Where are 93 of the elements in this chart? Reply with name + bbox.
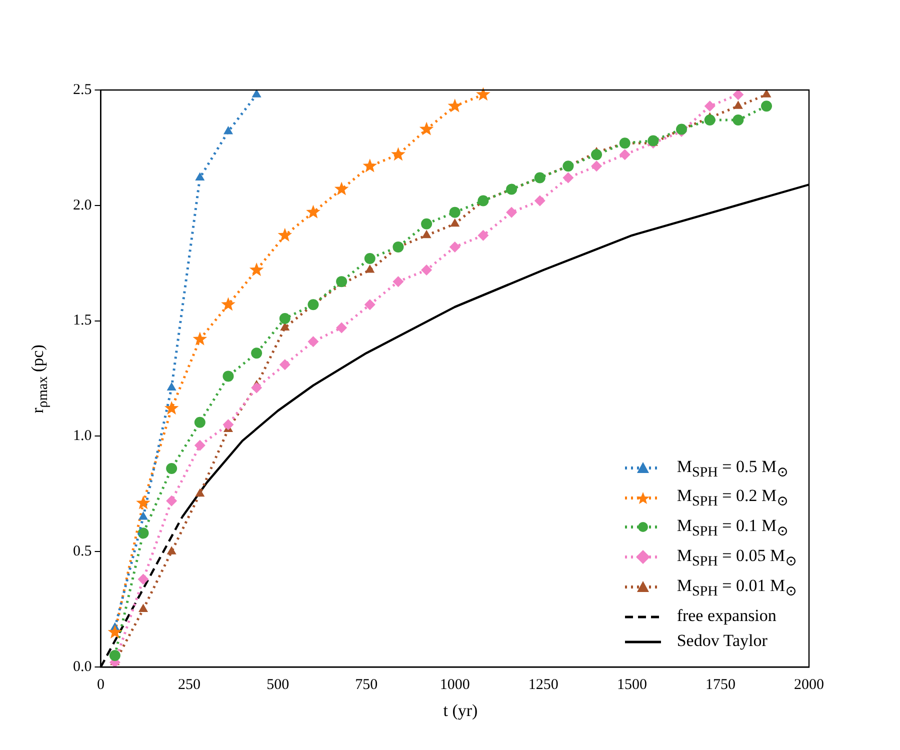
- point: [365, 264, 375, 273]
- point: [506, 184, 518, 195]
- point: [392, 276, 404, 288]
- point: [421, 218, 432, 230]
- point: [364, 252, 376, 264]
- point: [108, 624, 122, 638]
- x-tick-label: 0: [97, 676, 104, 693]
- y-tick-label: 1.5: [73, 312, 92, 329]
- point: [422, 230, 432, 238]
- point: [221, 297, 236, 311]
- y-tick-label: 0.5: [73, 544, 92, 560]
- point: [138, 604, 148, 612]
- point: [138, 574, 149, 585]
- point: [762, 89, 772, 98]
- x-tick-label: 250: [178, 676, 201, 693]
- y-tick-label: 2.0: [73, 197, 92, 214]
- point: [619, 138, 630, 149]
- point: [136, 496, 150, 510]
- point: [223, 126, 233, 134]
- x-tick-label: 1750: [705, 676, 736, 693]
- point: [704, 100, 716, 112]
- x-tick-label: 1000: [440, 676, 470, 693]
- legend-label: free expansion: [676, 606, 776, 625]
- point: [252, 89, 262, 98]
- point: [392, 241, 404, 252]
- point: [534, 172, 546, 184]
- point: [449, 241, 460, 252]
- point: [251, 382, 262, 394]
- x-tick-label: 750: [355, 676, 378, 693]
- legend-label: M$_{SPH}$ = 0.1 M$_{⊙}$: [676, 516, 788, 540]
- point: [279, 312, 290, 324]
- point: [732, 114, 744, 126]
- y-tick-label: 2.5: [73, 82, 92, 98]
- x-tick-label: 1250: [528, 676, 558, 693]
- point: [704, 114, 716, 126]
- y-tick-label: 0.0: [73, 658, 92, 675]
- legend-label: M$_{SPH}$ = 0.01 M$_{⊙}$: [676, 576, 797, 600]
- legend-label: M$_{SPH}$ = 0.5 M$_{⊙}$: [676, 456, 788, 480]
- legend-label: M$_{SPH}$ = 0.2 M$_{⊙}$: [676, 486, 788, 510]
- point: [192, 332, 208, 346]
- point: [138, 511, 148, 520]
- x-tick-label: 1500: [616, 676, 647, 693]
- point: [164, 401, 179, 415]
- point: [306, 204, 320, 218]
- point: [562, 172, 574, 184]
- point: [478, 230, 489, 241]
- point: [308, 336, 319, 348]
- point: [194, 440, 206, 451]
- point: [222, 370, 234, 382]
- point: [222, 419, 234, 430]
- point: [308, 299, 319, 310]
- point: [476, 87, 490, 101]
- point: [195, 488, 205, 497]
- point: [109, 650, 120, 661]
- point: [138, 528, 149, 539]
- point: [194, 416, 206, 428]
- point: [619, 149, 630, 160]
- point: [166, 495, 178, 506]
- point: [591, 149, 602, 160]
- point: [362, 158, 378, 172]
- point: [166, 463, 178, 474]
- point: [421, 264, 432, 276]
- point: [336, 322, 348, 334]
- x-tick-label: 2000: [794, 676, 824, 693]
- point: [478, 195, 489, 206]
- point: [166, 546, 176, 554]
- point: [591, 160, 602, 172]
- x-tick-label: 500: [266, 676, 290, 693]
- point: [391, 147, 406, 161]
- point: [448, 98, 462, 112]
- legend-label: M$_{SPH}$ = 0.05 M$_{⊙}$: [676, 546, 797, 570]
- point: [195, 172, 205, 180]
- x-axis-title: t (yr): [442, 701, 479, 721]
- point: [419, 122, 434, 136]
- point: [249, 262, 264, 276]
- point: [506, 206, 518, 218]
- point: [676, 124, 688, 135]
- point: [562, 160, 574, 172]
- point: [732, 89, 744, 100]
- y-tick-label: 1.0: [73, 428, 92, 444]
- point: [334, 182, 349, 196]
- point: [733, 100, 743, 109]
- point: [280, 322, 290, 330]
- legend-label: Sedov Taylor: [676, 630, 768, 650]
- point: [450, 218, 460, 227]
- point: [534, 195, 546, 206]
- point: [279, 359, 290, 370]
- point: [278, 228, 292, 242]
- point: [449, 206, 460, 218]
- point: [364, 299, 376, 310]
- point: [251, 348, 262, 359]
- point: [166, 382, 176, 390]
- point: [761, 100, 772, 112]
